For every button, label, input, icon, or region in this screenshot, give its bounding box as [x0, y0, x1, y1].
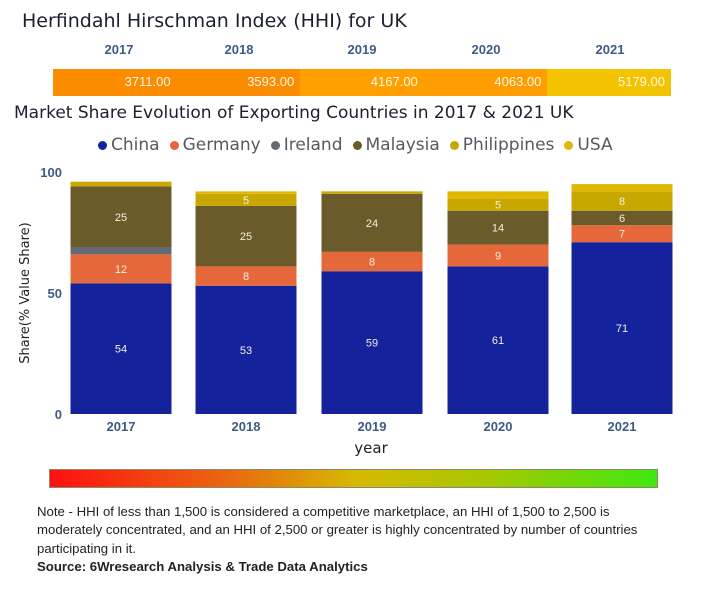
- bar-segment-philippines: [571, 191, 673, 211]
- legend-item-philippines[interactable]: Philippines: [449, 135, 555, 155]
- hhi-value: 4167.00: [370, 74, 418, 89]
- x-tick-label: 2019: [358, 419, 387, 434]
- legend-item-china[interactable]: China: [98, 135, 160, 155]
- legend-item-malaysia[interactable]: Malaysia: [352, 135, 440, 155]
- legend-label: Malaysia: [365, 135, 440, 155]
- legend-label: Philippines: [462, 135, 555, 155]
- y-tick-label: 0: [55, 407, 62, 422]
- stacked-bar-chart: 0 50 100 Share(% Value Share) 54 12 25 2017 53 8 2…: [18, 165, 673, 457]
- chart-legend: China Germany Ireland Malaysia Philippines US…: [98, 135, 613, 155]
- note-text: Note - HHI of less than 1,500 is conside…: [37, 504, 638, 556]
- bar-segment-philippines: [321, 191, 423, 194]
- x-tick-label: 2018: [232, 419, 261, 434]
- hhi-value: 3593.00: [247, 74, 295, 89]
- bar-segment-china: [195, 285, 297, 414]
- data-label: 6: [619, 213, 625, 225]
- data-label: 54: [115, 344, 127, 356]
- y-tick-label: 50: [48, 286, 62, 301]
- legend-label: China: [111, 135, 160, 155]
- legend-dot-icon: [270, 140, 280, 150]
- hhi-year-label: 2018: [224, 42, 254, 57]
- data-label: 59: [366, 338, 378, 350]
- legend-item-usa[interactable]: USA: [564, 135, 613, 155]
- legend-label: Ireland: [283, 135, 343, 155]
- hhi-value: 5179.00: [617, 74, 665, 89]
- bar-segment-philippines: [447, 198, 549, 211]
- data-label: 61: [492, 335, 504, 347]
- data-label: 25: [240, 231, 252, 243]
- bar-segment-germany: [70, 254, 172, 284]
- data-label: 5: [495, 200, 501, 212]
- data-label: 53: [240, 345, 252, 357]
- chart-title: Market Share Evolution of Exporting Coun…: [14, 103, 574, 123]
- data-label: 71: [616, 323, 628, 335]
- hhi-value-bar: 3711.00 3593.00 4167.00 4063.00 5179.00: [53, 69, 671, 96]
- hhi-title: Herfindahl Hirschman Index (HHI) for UK: [22, 10, 407, 32]
- y-tick-label: 100: [40, 165, 62, 180]
- data-label: 14: [492, 223, 504, 235]
- legend-label: USA: [577, 135, 613, 155]
- bar-segment-china: [321, 271, 423, 414]
- hhi-value: 4063.00: [494, 74, 542, 89]
- bar-segment-usa: [447, 191, 549, 199]
- bar-segment-germany: [195, 266, 297, 286]
- bar-segment-malaysia: [447, 210, 549, 245]
- data-label: 8: [619, 196, 625, 208]
- data-label: 9: [495, 250, 501, 262]
- bar-segment-usa: [571, 184, 673, 192]
- bar-segment-philippines: [195, 193, 297, 206]
- legend-item-germany[interactable]: Germany: [169, 135, 261, 155]
- hhi-year-label: 2020: [471, 42, 501, 57]
- bar-segment-malaysia: [195, 205, 297, 267]
- legend-item-ireland[interactable]: Ireland: [270, 135, 343, 155]
- bar-segment-germany: [321, 251, 423, 272]
- bar-segment-germany: [447, 244, 549, 267]
- x-tick-label: 2017: [107, 419, 136, 434]
- data-label: 7: [619, 229, 625, 241]
- legend-dot-icon: [564, 140, 574, 150]
- data-label: 24: [366, 218, 378, 230]
- data-label: 8: [243, 271, 249, 283]
- hhi-year-label: 2021: [595, 42, 625, 57]
- bar-segment-malaysia: [70, 186, 172, 248]
- data-label: 8: [369, 257, 375, 269]
- data-label: 5: [243, 195, 249, 207]
- bar-segment-china: [70, 283, 172, 414]
- hhi-year-label: 2017: [104, 42, 134, 57]
- legend-label: Germany: [182, 135, 261, 155]
- hhi-value: 3711.00: [124, 74, 171, 89]
- bar-segment-germany: [571, 225, 673, 243]
- x-tick-label: 2021: [608, 419, 637, 434]
- legend-dot-icon: [449, 140, 459, 150]
- y-axis-label: Share(% Value Share): [18, 222, 33, 364]
- legend-dot-icon: [352, 140, 362, 150]
- bar-segment-ireland: [70, 247, 172, 255]
- legend-dot-icon: [98, 140, 107, 150]
- data-label: 25: [115, 212, 127, 224]
- hhi-year-label: 2019: [347, 42, 377, 57]
- hhi-cell: 4063.00: [423, 69, 548, 96]
- hhi-cell: 4167.00: [300, 69, 424, 96]
- source-text: Source: 6Wresearch Analysis & Trade Data…: [37, 559, 368, 574]
- bar-segment-malaysia: [321, 193, 423, 252]
- bar-segment-china: [447, 266, 549, 414]
- legend-dot-icon: [169, 140, 179, 150]
- hhi-cell: 5179.00: [547, 69, 671, 96]
- data-label: 12: [115, 264, 127, 276]
- hhi-cell: 3711.00: [53, 69, 177, 96]
- x-axis-label: year: [354, 439, 388, 457]
- hhi-cell: 3593.00: [176, 69, 301, 96]
- x-tick-label: 2020: [484, 419, 513, 434]
- bar-segment-philippines: [70, 181, 172, 187]
- bar-segment-china: [571, 242, 673, 414]
- bar-segment-usa: [195, 191, 297, 194]
- bar-segment-malaysia: [571, 210, 673, 226]
- hhi-color-scale: [49, 469, 658, 488]
